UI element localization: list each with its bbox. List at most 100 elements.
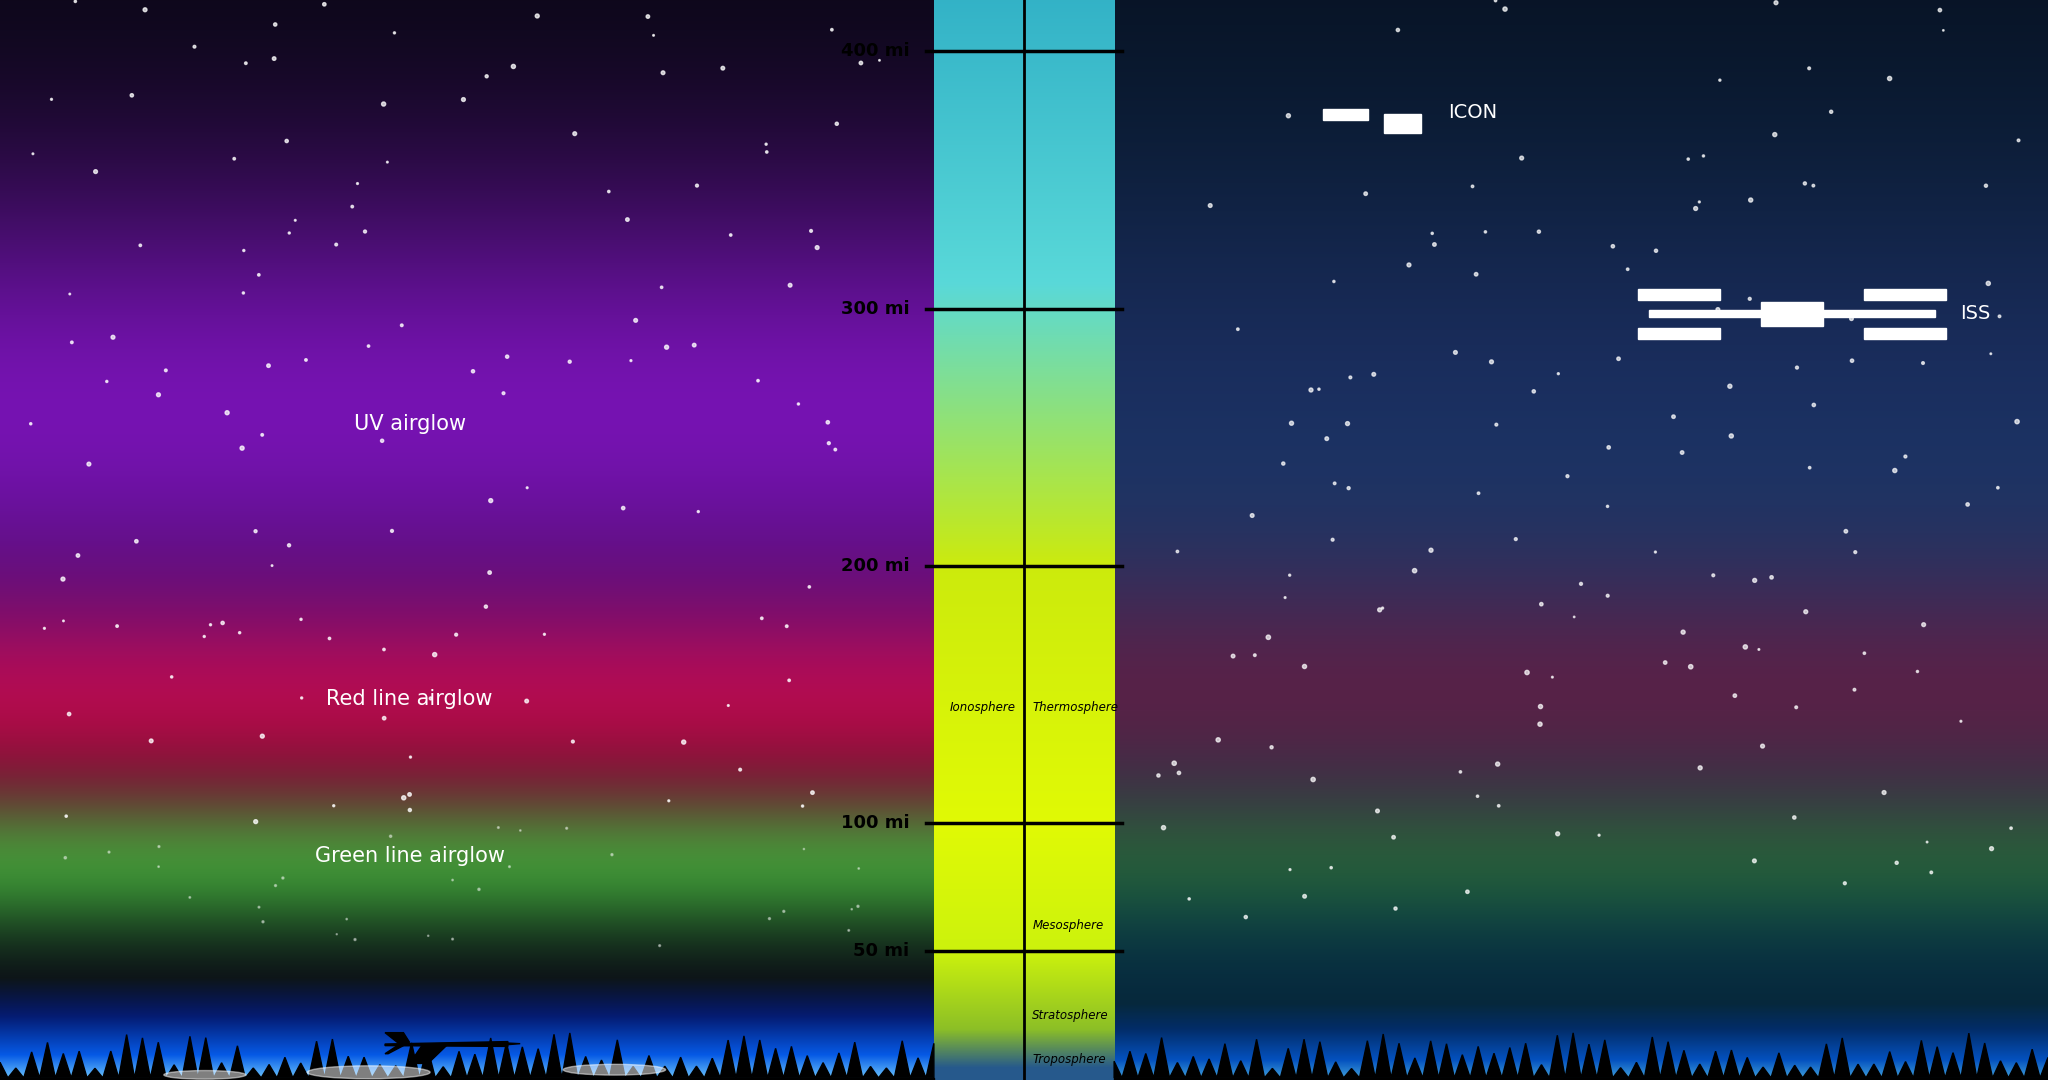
Point [53, 285, 86, 302]
Polygon shape [410, 1045, 446, 1064]
Point [772, 672, 805, 689]
Ellipse shape [307, 1066, 430, 1079]
Point [379, 24, 412, 41]
Point [1714, 428, 1747, 445]
Point [614, 352, 647, 369]
Point [188, 627, 221, 645]
Point [1536, 669, 1569, 686]
Point [1733, 291, 1765, 308]
Point [242, 266, 274, 283]
Point [227, 242, 260, 259]
Point [258, 16, 291, 33]
Point [713, 697, 745, 714]
Point [1972, 274, 2005, 292]
Point [707, 59, 739, 77]
Point [487, 384, 520, 402]
Point [1444, 764, 1477, 781]
Point [1829, 523, 1862, 540]
Point [436, 872, 469, 889]
Point [125, 237, 158, 254]
Point [246, 427, 279, 444]
Text: 50 mi: 50 mi [854, 943, 909, 960]
Point [1780, 699, 1812, 716]
Point [217, 150, 250, 167]
Point [754, 910, 786, 928]
Text: ISS: ISS [1960, 305, 1991, 323]
Polygon shape [0, 1032, 934, 1078]
Point [307, 0, 340, 13]
Point [1524, 716, 1556, 733]
Polygon shape [1114, 1032, 2048, 1078]
Polygon shape [385, 1045, 403, 1054]
Point [1952, 496, 1985, 513]
Point [475, 492, 508, 510]
Point [596, 846, 629, 863]
Point [1217, 647, 1249, 664]
Point [143, 838, 176, 855]
Point [469, 598, 502, 616]
Point [1331, 415, 1364, 432]
Point [260, 877, 293, 894]
Text: UV airglow: UV airglow [354, 415, 465, 434]
Point [1268, 589, 1300, 606]
Point [618, 312, 651, 329]
Point [1157, 755, 1190, 772]
Point [1657, 408, 1690, 426]
Point [782, 395, 815, 413]
Point [1683, 759, 1716, 777]
Text: Green line airglow: Green line airglow [315, 847, 504, 866]
Point [1982, 308, 2015, 325]
Point [1702, 301, 1735, 319]
Point [1847, 645, 1880, 662]
Point [338, 931, 371, 948]
Point [1649, 653, 1681, 671]
Point [768, 903, 801, 920]
Point [836, 901, 868, 918]
Point [1333, 368, 1366, 386]
Point [29, 620, 61, 637]
Point [842, 860, 874, 877]
Point [645, 279, 678, 296]
Point [150, 362, 182, 379]
Point [225, 440, 258, 457]
Point [606, 499, 639, 516]
Point [1704, 71, 1737, 89]
Point [504, 822, 537, 839]
Point [393, 801, 426, 819]
Point [1835, 310, 1868, 327]
Point [256, 557, 289, 575]
Point [1288, 888, 1321, 905]
Bar [1323, 109, 1368, 120]
Point [1174, 890, 1206, 907]
Point [412, 927, 444, 944]
Point [1163, 765, 1196, 782]
Point [557, 733, 590, 751]
Point [1839, 543, 1872, 561]
Point [1481, 416, 1513, 433]
Point [1489, 0, 1522, 17]
Point [1229, 908, 1262, 926]
Text: Stratosphere: Stratosphere [1032, 1009, 1108, 1022]
Text: Ionosphere: Ionosphere [950, 701, 1016, 714]
Point [1479, 0, 1511, 10]
Point [831, 921, 864, 939]
Point [1747, 738, 1780, 755]
Point [1362, 802, 1395, 820]
Point [436, 931, 469, 948]
Point [367, 640, 399, 658]
Point [1221, 321, 1253, 338]
Point [1468, 224, 1501, 241]
Point [1794, 459, 1827, 476]
Point [1675, 658, 1708, 675]
Point [317, 797, 350, 814]
Point [1583, 826, 1616, 843]
Point [1718, 687, 1751, 704]
Point [1311, 430, 1343, 447]
Point [258, 50, 291, 67]
Point [1698, 567, 1731, 584]
Polygon shape [385, 1041, 508, 1047]
Point [1415, 225, 1448, 242]
Point [96, 328, 129, 346]
Point [289, 351, 322, 368]
Point [1683, 193, 1716, 211]
